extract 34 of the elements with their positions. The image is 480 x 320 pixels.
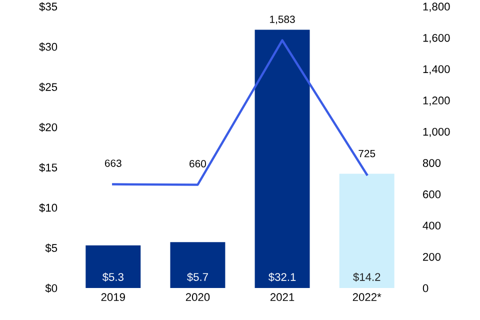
data-label: 1,583 <box>270 16 295 24</box>
bar <box>170 242 226 288</box>
y-tick-label: $0 <box>45 284 58 293</box>
data-label: $5.3 <box>102 272 124 282</box>
y2-tick-label: 400 <box>422 222 441 230</box>
y-tick-label: $30 <box>39 42 58 52</box>
bar <box>254 30 310 288</box>
y2-tick-label: 1,600 <box>423 34 450 44</box>
y-tick-label: $15 <box>39 163 58 172</box>
y2-tick-label: 1,800 <box>423 2 450 12</box>
x-tick-label: 2021 <box>270 293 294 302</box>
y2-tick-label: 0 <box>422 284 428 292</box>
data-label: 660 <box>190 160 206 168</box>
y-tick-label: $5 <box>45 244 58 253</box>
data-label: 725 <box>358 150 376 158</box>
bar <box>339 174 394 288</box>
y-tick-label: $20 <box>39 122 58 132</box>
y-tick-label: $25 <box>39 82 58 92</box>
y2-tick-label: 600 <box>423 190 441 198</box>
y2-tick-label: 1,400 <box>423 65 450 74</box>
y2-tick-label: 1,000 <box>423 128 450 138</box>
x-tick-label: 2022* <box>352 293 382 302</box>
y-tick-label: $35 <box>39 2 58 12</box>
x-tick-label: 2019 <box>101 293 125 302</box>
y2-tick-label: 800 <box>422 159 441 167</box>
y-tick-label: $10 <box>39 203 58 212</box>
data-label: $32.1 <box>268 272 296 282</box>
data-label: 663 <box>104 160 122 167</box>
bar <box>86 245 141 288</box>
data-label: $14.2 <box>353 272 380 282</box>
y2-tick-label: 1,200 <box>423 96 450 106</box>
y2-tick-label: 200 <box>423 252 441 261</box>
x-tick-label: 2020 <box>186 293 210 302</box>
data-label: $5.7 <box>187 272 208 282</box>
